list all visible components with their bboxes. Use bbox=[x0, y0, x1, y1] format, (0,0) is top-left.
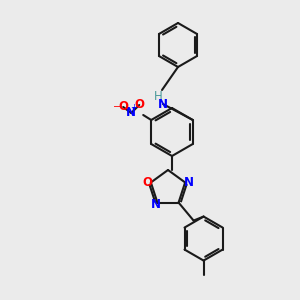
Text: −: − bbox=[113, 102, 121, 112]
Text: +: + bbox=[130, 103, 137, 112]
Text: N: N bbox=[158, 98, 168, 110]
Text: N: N bbox=[126, 106, 136, 119]
Text: H: H bbox=[154, 91, 162, 103]
Text: N: N bbox=[184, 176, 194, 189]
Text: O: O bbox=[142, 176, 152, 189]
Text: N: N bbox=[150, 198, 161, 211]
Text: O: O bbox=[118, 100, 128, 113]
Text: O: O bbox=[134, 98, 144, 112]
